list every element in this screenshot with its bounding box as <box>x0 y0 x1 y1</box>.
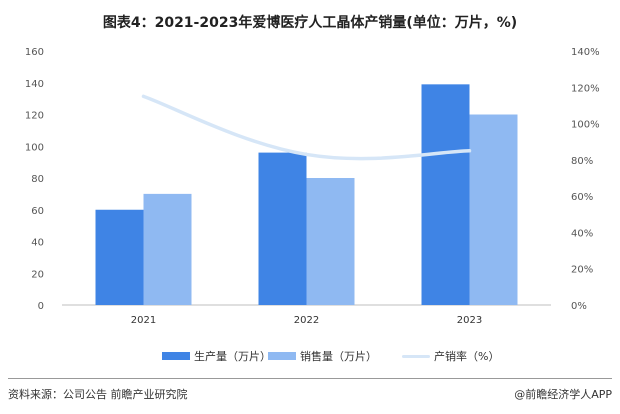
y2-tick-label: 40% <box>571 228 593 239</box>
legend-label-production: 生产量（万片） <box>194 350 271 363</box>
bar-sales <box>469 114 518 305</box>
y2-tick-label: 60% <box>571 192 593 203</box>
x-tick-label: 2022 <box>294 315 319 326</box>
bar-sales <box>143 193 192 305</box>
legend-item-production: 生产量（万片） <box>162 348 271 364</box>
line-rate <box>141 94 472 161</box>
y-tick-label: 60 <box>31 206 44 217</box>
legend-label-rate: 产销率（%） <box>434 350 500 363</box>
brand-text: @前瞻经济学人APP <box>514 388 612 401</box>
legend-swatch-production <box>162 352 190 360</box>
y2-tick-label: 20% <box>571 265 593 276</box>
y2-tick-label: 80% <box>571 156 593 167</box>
y2-tick-label: 100% <box>571 120 600 131</box>
chart-title: 图表4：2021-2023年爱博医疗人工晶体产销量(单位：万片，%) <box>102 15 518 31</box>
legend-item-rate: 产销率（%） <box>402 348 499 364</box>
y-tick-label: 120 <box>25 111 44 122</box>
legend-swatch-sales <box>268 352 296 360</box>
x-tick-label: 2023 <box>457 315 482 326</box>
source-text: 资料来源：公司公告 前瞻产业研究院 <box>8 388 188 401</box>
y-tick-label: 160 <box>25 47 44 58</box>
bar-production <box>421 84 470 306</box>
y2-tick-label: 140% <box>571 47 600 58</box>
y2-tick-label: 0% <box>571 301 587 312</box>
bar-sales <box>306 178 355 305</box>
y-tick-label: 20 <box>31 269 44 280</box>
bar-production <box>95 209 144 305</box>
bar-line-chart: 0 20 40 60 80 100 120 140 160 0% 20% 40% 60% 80% 100% 1… <box>25 47 600 326</box>
y-tick-label: 80 <box>31 174 44 185</box>
legend-item-sales: 销售量（万片） <box>268 348 377 364</box>
footer-divider <box>8 378 612 379</box>
legend: 生产量（万片） 销售量（万片） 产销率（%） <box>0 348 620 364</box>
y-tick-label: 0 <box>38 301 44 312</box>
legend-swatch-rate <box>402 354 430 358</box>
y-tick-label: 40 <box>31 238 44 249</box>
y-tick-label: 140 <box>25 79 44 90</box>
x-tick-label: 2021 <box>131 315 156 326</box>
y-tick-label: 100 <box>25 142 44 153</box>
bar-production <box>258 152 307 305</box>
legend-label-sales: 销售量（万片） <box>300 350 377 363</box>
y2-tick-label: 120% <box>571 83 600 94</box>
